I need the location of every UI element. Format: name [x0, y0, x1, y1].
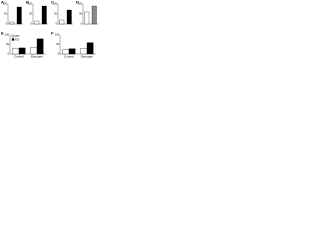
bar [36, 38, 44, 55]
legend-label: KO [15, 37, 20, 41]
bar [86, 42, 94, 55]
bar [34, 20, 40, 25]
panel-label: E [1, 31, 4, 36]
y-tick-label: 0 [8, 53, 10, 56]
y-tick-label: 0 [58, 53, 60, 56]
y-tick-label: 100 [3, 3, 8, 6]
bar [12, 48, 20, 55]
bar [9, 21, 15, 25]
y-tick-label: 50 [6, 43, 9, 46]
bar [68, 48, 76, 55]
bar [18, 47, 26, 55]
y-tick-label: 100 [5, 34, 10, 37]
bar [80, 48, 88, 55]
y-tick-label: 50 [79, 13, 82, 16]
bar [41, 5, 47, 25]
bar [62, 49, 70, 55]
x-tick-label: Estrogen [81, 54, 93, 58]
x-tick-label: Control [64, 54, 74, 58]
bar [59, 19, 65, 25]
y-tick-label: 100 [28, 3, 33, 6]
y-tick-label: 50 [29, 13, 32, 16]
legend-swatch [11, 34, 15, 38]
bar [91, 5, 97, 25]
panel-label: D [76, 0, 79, 5]
x-tick-label: Control [14, 54, 24, 58]
y-tick-label: 100 [53, 3, 58, 6]
y-tick-label: 0 [6, 23, 8, 26]
y-tick-label: 0 [81, 23, 83, 26]
bar [30, 47, 38, 55]
panel-label: F [51, 31, 54, 36]
page: A 0 50 100 B 0 50 100 C 0 50 100 D 0 50 100 E 0 50 100 Contr… [0, 0, 320, 61]
y-tick-label: 100 [55, 34, 60, 37]
y-tick-label: 100 [78, 3, 83, 6]
y-tick-label: 50 [4, 13, 7, 16]
panel-label: C [51, 0, 54, 5]
panel-label: A [1, 0, 4, 5]
bar [66, 9, 72, 25]
x-tick-label: Estrogen [31, 54, 43, 58]
bar [84, 11, 90, 25]
y-tick-label: 50 [56, 43, 59, 46]
panel-label: B [26, 0, 29, 5]
y-tick-label: 50 [54, 13, 57, 16]
y-tick-label: 0 [31, 23, 33, 26]
legend-swatch [11, 38, 15, 41]
bar [16, 6, 22, 25]
y-tick-label: 0 [56, 23, 58, 26]
legend-label: WT [15, 34, 20, 38]
